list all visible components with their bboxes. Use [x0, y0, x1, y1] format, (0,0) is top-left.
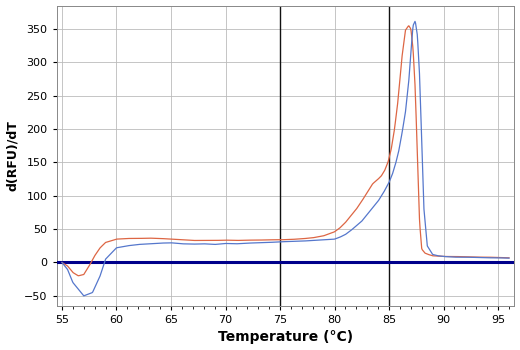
- X-axis label: Temperature (°C): Temperature (°C): [218, 330, 353, 344]
- Y-axis label: d(RFU)/dT: d(RFU)/dT: [6, 120, 19, 191]
